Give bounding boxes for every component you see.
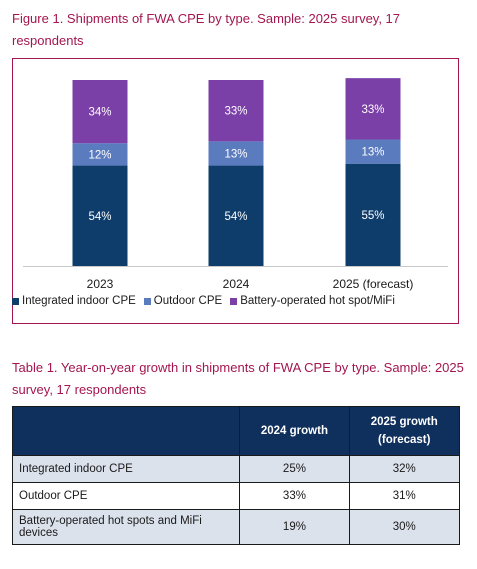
- row-growth-2024: 33%: [239, 482, 350, 510]
- x-tick-label: 2025 (forecast): [333, 277, 414, 291]
- row-label: Integrated indoor CPE: [11, 455, 241, 483]
- legend-item-battery: Battery-operated hot spot/MiFi: [230, 295, 395, 307]
- x-tick-label: 2023: [87, 277, 114, 291]
- bar-segment: [208, 80, 264, 142]
- row-growth-2024: 25%: [239, 455, 350, 483]
- data-label: 54%: [88, 211, 111, 223]
- bar-segment: [72, 165, 128, 266]
- legend-label-outdoor: Outdoor CPE: [153, 295, 223, 307]
- row-label: Battery-operated hot spots and MiFi devi…: [11, 509, 241, 545]
- figure-title: Figure 1. Shipments of FWA CPE by type. …: [12, 11, 401, 48]
- stacked-bar-chart: 54% 12% 34% 2023 54% 13% 33% 2024 55% 13% 33% 2025 …: [23, 78, 448, 291]
- legend-label-battery: Battery-operated hot spot/MiFi: [240, 295, 395, 307]
- table-header-row: 2024 growth 2025 growth (forecast): [11, 406, 460, 456]
- data-label: 34%: [88, 107, 111, 119]
- bar-segment: [72, 80, 128, 144]
- legend-label-integrated: Integrated indoor CPE: [22, 295, 136, 307]
- table-title: Table 1. Year-on-year growth in shipment…: [12, 360, 464, 397]
- bar-segment: [345, 78, 401, 140]
- data-label: 13%: [224, 148, 247, 160]
- bar-segment: [345, 139, 401, 164]
- row-label: Outdoor CPE: [11, 482, 241, 510]
- data-label: 13%: [361, 147, 384, 159]
- table-row: Outdoor CPE 33% 31%: [11, 482, 460, 510]
- row-growth-2025: 32%: [348, 455, 460, 483]
- legend-swatch-outdoor: [143, 297, 151, 305]
- x-tick-label: 2024: [223, 277, 250, 291]
- legend-item-outdoor: Outdoor CPE: [143, 295, 223, 307]
- data-label: 55%: [361, 210, 384, 222]
- table-header-blank: [11, 406, 241, 456]
- chart-frame: 54% 12% 34% 2023 54% 13% 33% 2024 55% 13% 33% 2025 …: [12, 58, 459, 324]
- legend-swatch-battery: [230, 297, 238, 305]
- legend-item-integrated: Integrated indoor CPE: [12, 295, 136, 307]
- row-growth-2025: 31%: [348, 482, 460, 510]
- bar-segment: [72, 143, 128, 166]
- legend-swatch-integrated: [12, 297, 19, 305]
- bar-segment: [208, 141, 264, 166]
- table-row: Battery-operated hot spots and MiFi devi…: [11, 509, 460, 545]
- data-label: 12%: [88, 149, 111, 161]
- table-header-2025: 2025 growth (forecast): [348, 406, 460, 456]
- data-label: 33%: [361, 104, 384, 116]
- data-label: 33%: [224, 106, 247, 118]
- row-growth-2025: 30%: [348, 509, 460, 545]
- row-growth-2024: 19%: [239, 509, 350, 545]
- chart-legend: Integrated indoor CPE Outdoor CPE Batter…: [12, 295, 459, 307]
- table-row: Integrated indoor CPE 25% 32%: [11, 455, 460, 483]
- bar-segment: [208, 165, 264, 266]
- data-label: 54%: [224, 211, 247, 223]
- table-header-2024: 2024 growth: [239, 406, 350, 456]
- bar-segment: [345, 163, 401, 266]
- growth-table: 2024 growth 2025 growth (forecast) Integ…: [11, 406, 460, 545]
